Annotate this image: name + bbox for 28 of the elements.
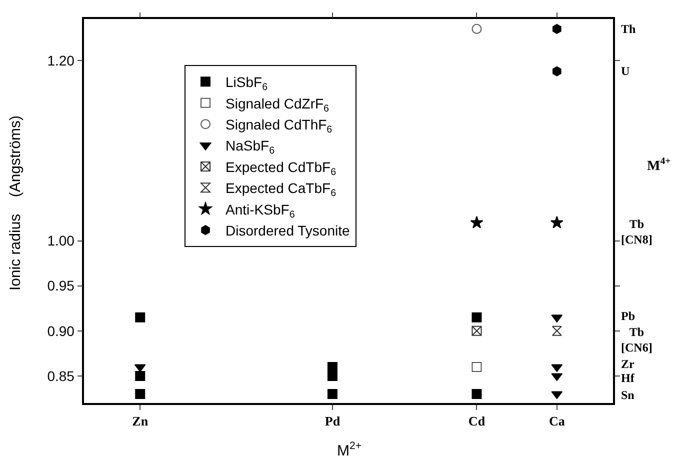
- y-tick-label: 0.90: [47, 322, 75, 339]
- text: Th: [621, 22, 636, 36]
- legend-label: Signaled CdZrF$_{6}$: [226, 95, 330, 114]
- x-tick-label: Pd: [324, 413, 341, 428]
- legend-label: Disordered Tysonite: [226, 222, 350, 239]
- legend-label: NaSbF$_{6}$: [226, 138, 276, 157]
- legend-label: LiSbF$_{6}$: [226, 74, 268, 94]
- text: Zr: [621, 357, 636, 371]
- text: Sn: [621, 388, 635, 402]
- x-tick-label: Cd: [468, 413, 486, 428]
- y-axis-title: Ionic radius (Angströms): [6, 115, 24, 291]
- text: Tb [CN6]: [621, 325, 652, 355]
- text: U: [621, 64, 630, 78]
- legend-label: Signaled CdThF$_{6}$: [226, 116, 333, 136]
- y-tick-label: 1.00: [47, 232, 75, 249]
- text: M$^{4+}$: [647, 156, 672, 174]
- text: Tb [CN8]: [621, 217, 652, 247]
- legend-label: Expected CaTbF$_{6}$: [226, 180, 337, 200]
- legend-label: Expected CdTbF$_{6}$: [226, 158, 337, 178]
- x-axis-title: M$^{2+}$: [337, 440, 362, 460]
- y-tick-label: 0.85: [47, 368, 75, 384]
- legend-label: Anti-KSbF$_{6}$: [226, 201, 296, 220]
- text: Pb: [621, 309, 636, 323]
- y-tick-label: 0.95: [47, 278, 75, 294]
- text: Hf: [621, 371, 636, 385]
- x-tick-label: Ca: [548, 413, 566, 428]
- x-tick-label: Zn: [132, 413, 149, 428]
- y-tick-label: 1.20: [47, 52, 75, 68]
